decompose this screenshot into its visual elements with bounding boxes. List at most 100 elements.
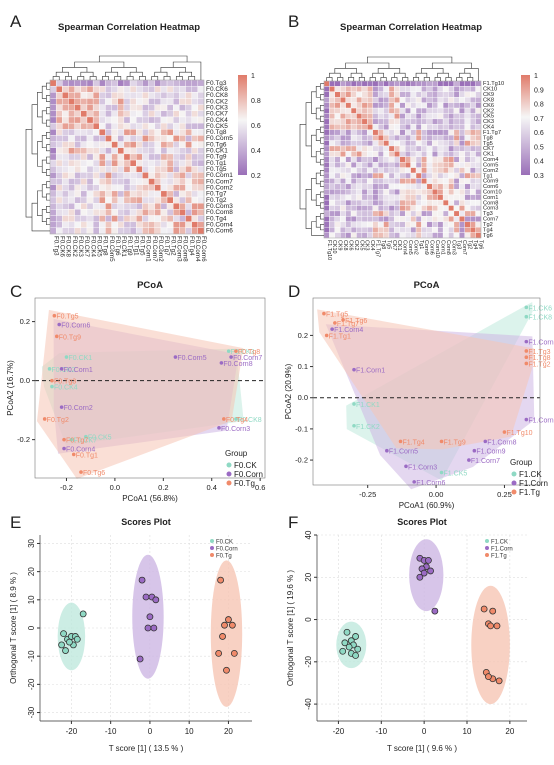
dendrogram-branch [46, 169, 50, 176]
heatmap-cell [421, 118, 428, 125]
heatmap-cell [136, 104, 143, 111]
y-tick-label: 0.2 [20, 317, 30, 326]
data-point [425, 556, 432, 564]
heatmap-cell [453, 86, 460, 93]
heatmap-cell [340, 205, 346, 212]
legend-label: F0.Tg [216, 554, 232, 560]
heatmap-cell [340, 216, 346, 222]
heatmap-cell [437, 80, 444, 87]
heatmap-cell [448, 156, 455, 163]
heatmap-cell [179, 104, 186, 111]
heatmap-cell [453, 167, 460, 174]
heatmap-cell [148, 147, 155, 155]
point-label: F1.Tg2 [528, 361, 550, 368]
heatmap-cell [173, 141, 180, 148]
heatmap-cell [329, 178, 336, 185]
dendrogram-branch [65, 76, 72, 80]
heatmap-cell [399, 183, 406, 190]
heatmap-col-label: F0.Corn2 [157, 236, 164, 262]
heatmap-cell [394, 134, 400, 141]
heatmap-cell [99, 116, 106, 124]
heatmap-cell [426, 226, 433, 233]
heatmap-cell [99, 122, 106, 130]
data-point [489, 607, 497, 615]
heatmap-cell [111, 203, 118, 210]
heatmap-cell [129, 122, 137, 130]
heatmap-cell [334, 194, 341, 201]
heatmap-cell [340, 189, 346, 195]
heatmap-col-label: Tg3 [456, 240, 462, 249]
heatmap-cell [49, 104, 57, 111]
heatmap-cell [356, 210, 363, 217]
heatmap-cell [367, 205, 373, 212]
heatmap-cell [388, 156, 395, 163]
heatmap-cell [99, 92, 106, 99]
heatmap-cell [154, 159, 162, 167]
y-tick-label: 40 [304, 530, 313, 539]
data-point [341, 639, 349, 647]
heatmap-cell [383, 91, 390, 98]
heatmap-cell [448, 91, 455, 98]
heatmap-cell [329, 205, 336, 212]
heatmap-row-label: F0.Tg4 [206, 215, 227, 222]
heatmap-cell [99, 227, 106, 235]
heatmap-cell [464, 205, 471, 212]
heatmap-cell [356, 107, 363, 114]
heatmap-cell [475, 221, 482, 228]
heatmap-cell [377, 134, 384, 141]
heatmap-cell [136, 147, 143, 155]
data-point [404, 464, 408, 469]
heatmap-cell [334, 129, 341, 136]
heatmap-cell [345, 199, 352, 206]
heatmap-cell [86, 190, 94, 198]
heatmap-cell [123, 227, 131, 235]
heatmap-cell [136, 184, 143, 192]
dendrogram-branch [320, 170, 324, 177]
group-hull-tg [36, 309, 244, 479]
plot-title: Scores Plot [397, 517, 447, 527]
heatmap-cell [55, 190, 63, 198]
heatmap-cell [372, 221, 379, 228]
heatmap-cell [329, 194, 336, 201]
heatmap-cell [154, 227, 162, 235]
heatmap-cell [329, 134, 336, 141]
heatmap-cell [117, 178, 125, 185]
heatmap-cell [74, 196, 81, 204]
heatmap-cell [421, 113, 428, 120]
dendrogram-branch [358, 77, 365, 81]
heatmap-cell [142, 196, 149, 204]
heatmap-cell [361, 86, 368, 93]
plot-title: PCoA [414, 280, 440, 291]
data-point [420, 569, 428, 577]
heatmap-cell [340, 118, 346, 125]
heatmap-cell [123, 166, 131, 173]
heatmap-cell [179, 122, 186, 130]
heatmap-cell [74, 166, 81, 173]
heatmap-row-label: Tg3 [483, 211, 493, 217]
heatmap-cell [191, 190, 199, 198]
heatmap-cell [426, 113, 433, 120]
x-tick-label: -20 [66, 727, 78, 736]
heatmap-cell [426, 134, 433, 141]
heatmap-cell [129, 85, 137, 93]
heatmap-cell [62, 159, 69, 167]
heatmap-cell [415, 221, 422, 228]
heatmap-cell [136, 79, 143, 87]
heatmap-row-label: F0.Corn3 [206, 203, 233, 210]
heatmap-cell [421, 183, 428, 190]
heatmap-col-label: F0.Tg6 [114, 236, 121, 256]
heatmap-cell [394, 162, 400, 168]
heatmap-cell [173, 178, 180, 185]
heatmap-cell [154, 116, 162, 124]
heatmap-cell [405, 97, 411, 103]
heatmap-cell [432, 189, 438, 195]
heatmap-cell [437, 210, 444, 217]
heatmap-cell [399, 205, 406, 212]
point-label: F0.CK4 [54, 385, 78, 392]
pcoa-d: PCoAF1.CK6F1.CK8F1.CK5F1.CK2F1.CK1F1.Cor… [284, 280, 554, 510]
heatmap-cell [405, 162, 411, 168]
heatmap-cell [340, 145, 346, 152]
heatmap-cell [80, 92, 88, 99]
heatmap-cell [92, 184, 100, 192]
heatmap-cell [191, 184, 199, 192]
